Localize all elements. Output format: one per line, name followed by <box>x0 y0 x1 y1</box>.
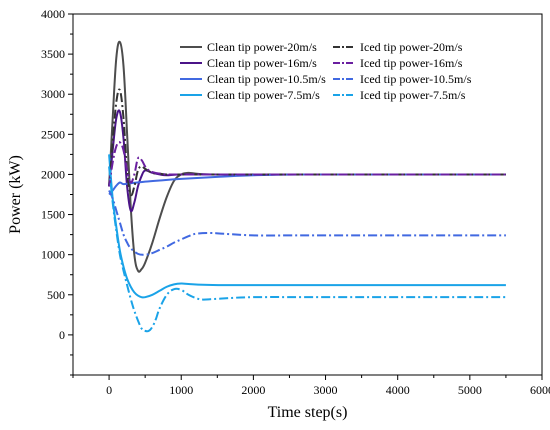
y-tick-label: 4000 <box>41 7 65 21</box>
legend-label: Iced tip power-16m/s <box>360 56 463 70</box>
series-layer <box>108 40 506 333</box>
y-tick-label: 2500 <box>41 127 65 141</box>
y-tick-label: 500 <box>47 288 65 302</box>
legend-label: Clean tip power-20m/s <box>207 40 317 54</box>
series-line-2 <box>108 109 506 213</box>
y-tick-label: 0 <box>59 328 65 342</box>
legend-label: Iced tip power-10.5m/s <box>360 72 472 86</box>
y-tick-label: 2000 <box>41 167 65 181</box>
y-tick-label: 1500 <box>41 208 65 222</box>
y-axis-title: Power (kW) <box>7 155 24 234</box>
legend-label: Clean tip power-16m/s <box>207 56 317 70</box>
y-tick-label: 3000 <box>41 87 65 101</box>
y-tick-label: 1000 <box>41 248 65 262</box>
legend: Clean tip power-20m/s Clean tip power-16m… <box>180 40 472 102</box>
x-tick-label: 0 <box>106 383 112 397</box>
legend-label: Clean tip power-7.5m/s <box>207 88 320 102</box>
x-tick-label: 3000 <box>314 383 338 397</box>
series-line-7 <box>108 190 506 256</box>
x-tick-label: 5000 <box>458 383 482 397</box>
x-axis-title: Time step(s) <box>268 404 348 421</box>
x-tick-label: 2000 <box>241 383 265 397</box>
y-tick-label: 3500 <box>41 47 65 61</box>
x-tick-label: 1000 <box>169 383 193 397</box>
series-line-4 <box>108 154 506 299</box>
legend-label: Clean tip power-10.5m/s <box>207 72 326 86</box>
x-tick-label: 4000 <box>386 383 410 397</box>
legend-label: Iced tip power-7.5m/s <box>360 88 466 102</box>
legend-label: Iced tip power-20m/s <box>360 40 463 54</box>
series-line-8 <box>108 166 506 333</box>
